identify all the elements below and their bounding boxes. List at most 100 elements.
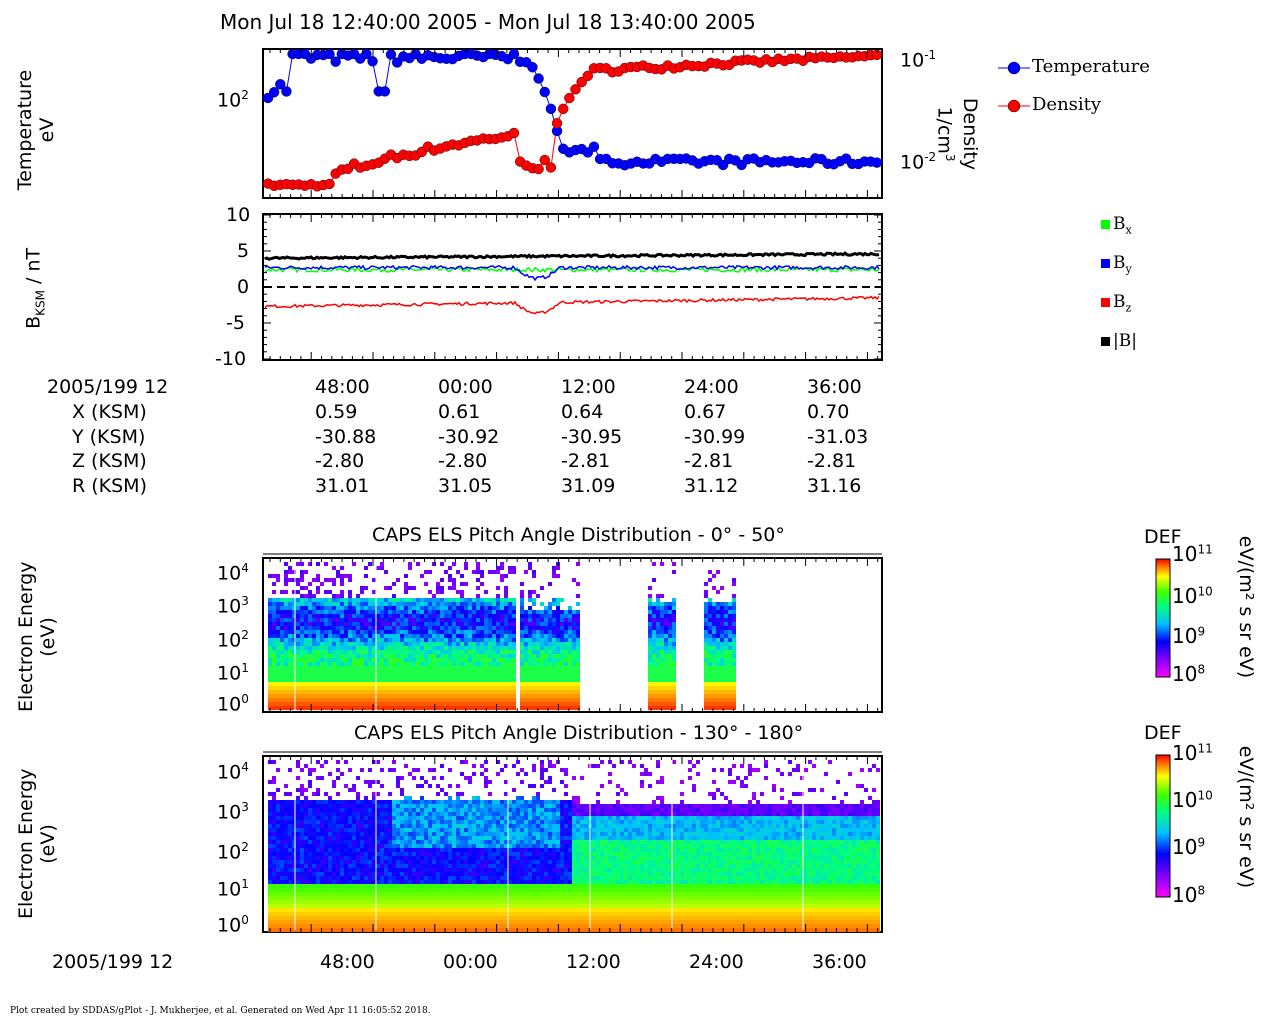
els2-colorbar-units: eV/(m² s sr eV) — [1235, 745, 1257, 889]
footer-credit: Plot created by SDDAS/gPlot - J. Mukherj… — [10, 1006, 431, 1016]
ephem-value: 0.64 — [561, 401, 604, 423]
density-point — [324, 178, 335, 190]
axis-ticks — [263, 49, 882, 932]
density-point — [576, 76, 587, 88]
power-tick-label: 108 — [1172, 883, 1206, 907]
els2-spectrogram — [268, 758, 880, 932]
temperature-point — [871, 157, 883, 168]
plasma-curves — [262, 48, 883, 192]
temperature-point — [330, 56, 341, 67]
ephem-value: -2.81 — [684, 450, 734, 472]
ephem-time: 24:00 — [684, 376, 739, 398]
ephem-time: 12:00 — [561, 376, 616, 398]
ephem-value: -30.95 — [561, 425, 623, 448]
ephem-row-label: Z (KSM) — [72, 450, 147, 472]
bottom-time: 48:00 — [320, 951, 375, 973]
bottom-time: 24:00 — [689, 951, 744, 973]
series-|B| — [264, 251, 880, 261]
bottom-time: 36:00 — [812, 951, 867, 973]
legend-item-bx: Bx — [1101, 214, 1137, 253]
power-tick-label: 102 — [217, 628, 249, 652]
bottom-date-label: 2005/199 12 — [52, 951, 174, 973]
legend-item-by: By — [1101, 253, 1137, 292]
bottom-time: 12:00 — [566, 951, 621, 973]
els2-axis-label: Electron Energy (eV) — [15, 768, 59, 920]
els2-colorbar-title: DEF — [1144, 722, 1182, 744]
density-point — [558, 103, 569, 115]
els1-colorbar-units: eV/(m² s sr eV) — [1235, 535, 1257, 679]
ephem-value: 31.16 — [807, 474, 862, 497]
density-tick-bottom: 10-2 — [900, 150, 937, 174]
els2-title: CAPS ELS Pitch Angle Distribution - 130°… — [354, 722, 804, 744]
density-tick-top: 10-1 — [900, 48, 937, 72]
ephem-value: 0.70 — [807, 401, 850, 423]
ephemeris-date: 2005/199 12 — [47, 376, 169, 398]
temp-tick-label: 102 — [217, 88, 249, 112]
power-tick-label: 100 — [217, 913, 249, 937]
els2-colorbar — [1155, 754, 1171, 898]
power-tick-label: 104 — [217, 760, 249, 784]
power-tick-label: 104 — [217, 561, 249, 585]
temperature-point — [281, 86, 292, 97]
els1-colorbar — [1155, 558, 1171, 678]
power-tick-label: 108 — [1172, 662, 1206, 686]
power-tick-label: 100 — [217, 692, 249, 716]
power-tick-label: 101 — [217, 661, 249, 685]
temperature-point — [533, 73, 544, 84]
b-tick-0: 0 — [237, 276, 250, 298]
b-tick-5: 5 — [237, 240, 250, 262]
els1-colorbar-title: DEF — [1144, 526, 1182, 548]
density-point — [564, 92, 575, 104]
density-axis-label: Density 1/cm3 — [933, 97, 981, 171]
magnetic-legend: Bx By Bz |B| — [1101, 214, 1137, 370]
ephem-time: 36:00 — [807, 376, 862, 398]
ephem-value: -31.03 — [807, 425, 869, 448]
temperature-point — [367, 56, 378, 67]
temperature-point — [361, 48, 372, 60]
temperature-point — [539, 86, 550, 98]
ephem-value: 31.09 — [561, 474, 616, 497]
ephem-value: 0.59 — [315, 401, 358, 423]
ephem-value: -2.81 — [807, 450, 857, 472]
density-point — [551, 118, 563, 129]
plasma-panel-frame — [262, 48, 883, 199]
power-tick-label: 1011 — [1172, 542, 1213, 566]
ephem-value: -30.99 — [684, 425, 746, 448]
magnetic-curves — [264, 251, 880, 315]
ephem-value: -30.92 — [438, 425, 500, 448]
power-tick-label: 102 — [217, 840, 249, 864]
power-tick-label: 101 — [217, 877, 249, 901]
density-point — [508, 127, 520, 139]
els1-panel-frame — [262, 557, 883, 713]
els1-axis-label: Electron Energy (eV) — [15, 561, 59, 713]
power-tick-label: 103 — [217, 594, 249, 618]
power-tick-label: 103 — [217, 800, 249, 824]
ephem-value: 31.12 — [684, 474, 739, 497]
ephem-value: 31.05 — [438, 474, 493, 497]
power-tick-label: 109 — [1172, 835, 1206, 859]
ephem-time: 00:00 — [438, 376, 493, 398]
ephem-time: 48:00 — [315, 376, 370, 398]
b-tick-10: 10 — [226, 204, 251, 226]
series-Bz — [264, 295, 880, 315]
power-tick-label: 1010 — [1172, 788, 1213, 812]
ephem-row-label: R (KSM) — [72, 474, 147, 497]
ephem-value: -2.81 — [561, 450, 611, 472]
ephem-value: 0.61 — [438, 401, 481, 423]
ephem-row-label: X (KSM) — [72, 401, 147, 423]
power-tick-label: 1010 — [1172, 584, 1213, 608]
density-point — [582, 70, 593, 82]
temperature-point — [379, 86, 391, 97]
power-tick-label: 109 — [1172, 624, 1206, 648]
temperature-point — [527, 62, 538, 73]
density-point — [570, 84, 581, 95]
bksm-axis-label: BKSM / nT — [22, 247, 48, 329]
density-point — [539, 154, 550, 166]
ephem-value: 0.67 — [684, 401, 727, 423]
temperature-axis-label: Temperature eV — [14, 69, 58, 191]
temperature-point — [508, 48, 520, 60]
ephem-value: -2.80 — [315, 450, 365, 472]
els1-title: CAPS ELS Pitch Angle Distribution - 0° -… — [372, 524, 785, 546]
ephem-value: 31.01 — [315, 474, 370, 497]
